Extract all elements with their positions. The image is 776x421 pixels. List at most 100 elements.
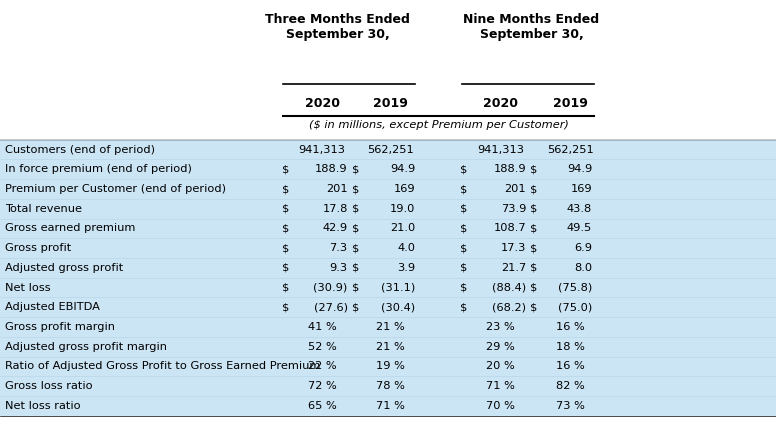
Text: $: $ — [460, 224, 468, 233]
Text: $: $ — [282, 282, 289, 293]
Bar — [0, 140, 776, 160]
Text: 82 %: 82 % — [556, 381, 585, 391]
Text: $: $ — [460, 164, 468, 174]
Text: 108.7: 108.7 — [494, 224, 526, 233]
Text: 19 %: 19 % — [376, 361, 405, 371]
Text: 941,313: 941,313 — [477, 145, 524, 155]
Text: $: $ — [282, 164, 289, 174]
Text: Premium per Customer (end of period): Premium per Customer (end of period) — [5, 184, 226, 194]
Text: (30.9): (30.9) — [314, 282, 348, 293]
Text: (30.4): (30.4) — [381, 302, 415, 312]
Text: $: $ — [282, 263, 289, 273]
Text: $: $ — [282, 243, 289, 253]
Text: 72 %: 72 % — [307, 381, 337, 391]
Text: 2020: 2020 — [304, 97, 340, 110]
Text: $: $ — [530, 282, 538, 293]
Bar — [0, 199, 776, 218]
Text: 562,251: 562,251 — [367, 145, 414, 155]
Bar — [0, 218, 776, 238]
Text: 71 %: 71 % — [376, 401, 405, 411]
Text: (27.6): (27.6) — [314, 302, 348, 312]
Text: 19.0: 19.0 — [390, 204, 415, 214]
Text: Adjusted EBITDA: Adjusted EBITDA — [5, 302, 99, 312]
Text: $: $ — [282, 204, 289, 214]
Text: $: $ — [530, 243, 538, 253]
Text: (31.1): (31.1) — [381, 282, 415, 293]
Text: Gross profit: Gross profit — [5, 243, 71, 253]
Text: 94.9: 94.9 — [566, 164, 592, 174]
Text: Total revenue: Total revenue — [5, 204, 81, 214]
Bar — [0, 337, 776, 357]
Text: 16 %: 16 % — [556, 361, 585, 371]
Text: Adjusted gross profit: Adjusted gross profit — [5, 263, 123, 273]
Text: 17.8: 17.8 — [322, 204, 348, 214]
Text: 49.5: 49.5 — [566, 224, 592, 233]
Bar — [0, 357, 776, 376]
Text: $: $ — [352, 302, 359, 312]
Text: 941,313: 941,313 — [299, 145, 345, 155]
Text: $: $ — [530, 164, 538, 174]
Text: 201: 201 — [504, 184, 526, 194]
Text: 201: 201 — [326, 184, 348, 194]
Text: In force premium (end of period): In force premium (end of period) — [5, 164, 192, 174]
Text: 3.9: 3.9 — [397, 263, 415, 273]
Text: 4.0: 4.0 — [397, 243, 415, 253]
Text: $: $ — [460, 302, 468, 312]
Text: 29 %: 29 % — [486, 342, 515, 352]
Bar — [0, 317, 776, 337]
Text: 21.0: 21.0 — [390, 224, 415, 233]
Text: (75.8): (75.8) — [558, 282, 592, 293]
Text: $: $ — [282, 184, 289, 194]
Text: Gross profit margin: Gross profit margin — [5, 322, 115, 332]
Text: 21 %: 21 % — [376, 322, 405, 332]
Text: 21 %: 21 % — [376, 342, 405, 352]
Text: $: $ — [352, 263, 359, 273]
Text: 73 %: 73 % — [556, 401, 585, 411]
Text: Three Months Ended
September 30,: Three Months Ended September 30, — [265, 13, 410, 41]
Text: 73.9: 73.9 — [501, 204, 526, 214]
Text: $: $ — [460, 243, 468, 253]
Text: (68.2): (68.2) — [492, 302, 526, 312]
Text: $: $ — [352, 243, 359, 253]
Text: $: $ — [282, 302, 289, 312]
Text: (88.4): (88.4) — [492, 282, 526, 293]
Text: 188.9: 188.9 — [494, 164, 526, 174]
Bar — [0, 179, 776, 199]
Text: 169: 169 — [393, 184, 415, 194]
Text: 23 %: 23 % — [486, 322, 515, 332]
Text: 20 %: 20 % — [486, 361, 515, 371]
Text: 70 %: 70 % — [486, 401, 515, 411]
Text: 169: 169 — [570, 184, 592, 194]
Text: $: $ — [352, 204, 359, 214]
Bar — [0, 278, 776, 297]
Bar — [0, 376, 776, 396]
Text: 188.9: 188.9 — [315, 164, 348, 174]
Bar — [0, 258, 776, 278]
Text: ($ in millions, except Premium per Customer): ($ in millions, except Premium per Custo… — [309, 120, 568, 130]
Text: Nine Months Ended
September 30,: Nine Months Ended September 30, — [463, 13, 600, 41]
Text: 2020: 2020 — [483, 97, 518, 110]
Bar — [0, 297, 776, 317]
Text: 562,251: 562,251 — [547, 145, 594, 155]
Text: Ratio of Adjusted Gross Profit to Gross Earned Premium: Ratio of Adjusted Gross Profit to Gross … — [5, 361, 320, 371]
Text: Adjusted gross profit margin: Adjusted gross profit margin — [5, 342, 167, 352]
Text: 2019: 2019 — [373, 97, 407, 110]
Text: $: $ — [282, 224, 289, 233]
Text: 43.8: 43.8 — [566, 204, 592, 214]
Text: $: $ — [530, 184, 538, 194]
Bar — [0, 160, 776, 179]
Text: $: $ — [530, 224, 538, 233]
Text: 16 %: 16 % — [556, 322, 585, 332]
Text: 65 %: 65 % — [307, 401, 337, 411]
Text: 18 %: 18 % — [556, 342, 585, 352]
Text: 2019: 2019 — [553, 97, 587, 110]
Bar — [0, 238, 776, 258]
Text: $: $ — [352, 184, 359, 194]
Text: 21.7: 21.7 — [501, 263, 526, 273]
Text: 52 %: 52 % — [307, 342, 337, 352]
Text: (75.0): (75.0) — [558, 302, 592, 312]
Text: 42.9: 42.9 — [323, 224, 348, 233]
Text: $: $ — [530, 204, 538, 214]
Text: $: $ — [352, 282, 359, 293]
Bar — [0, 396, 776, 416]
